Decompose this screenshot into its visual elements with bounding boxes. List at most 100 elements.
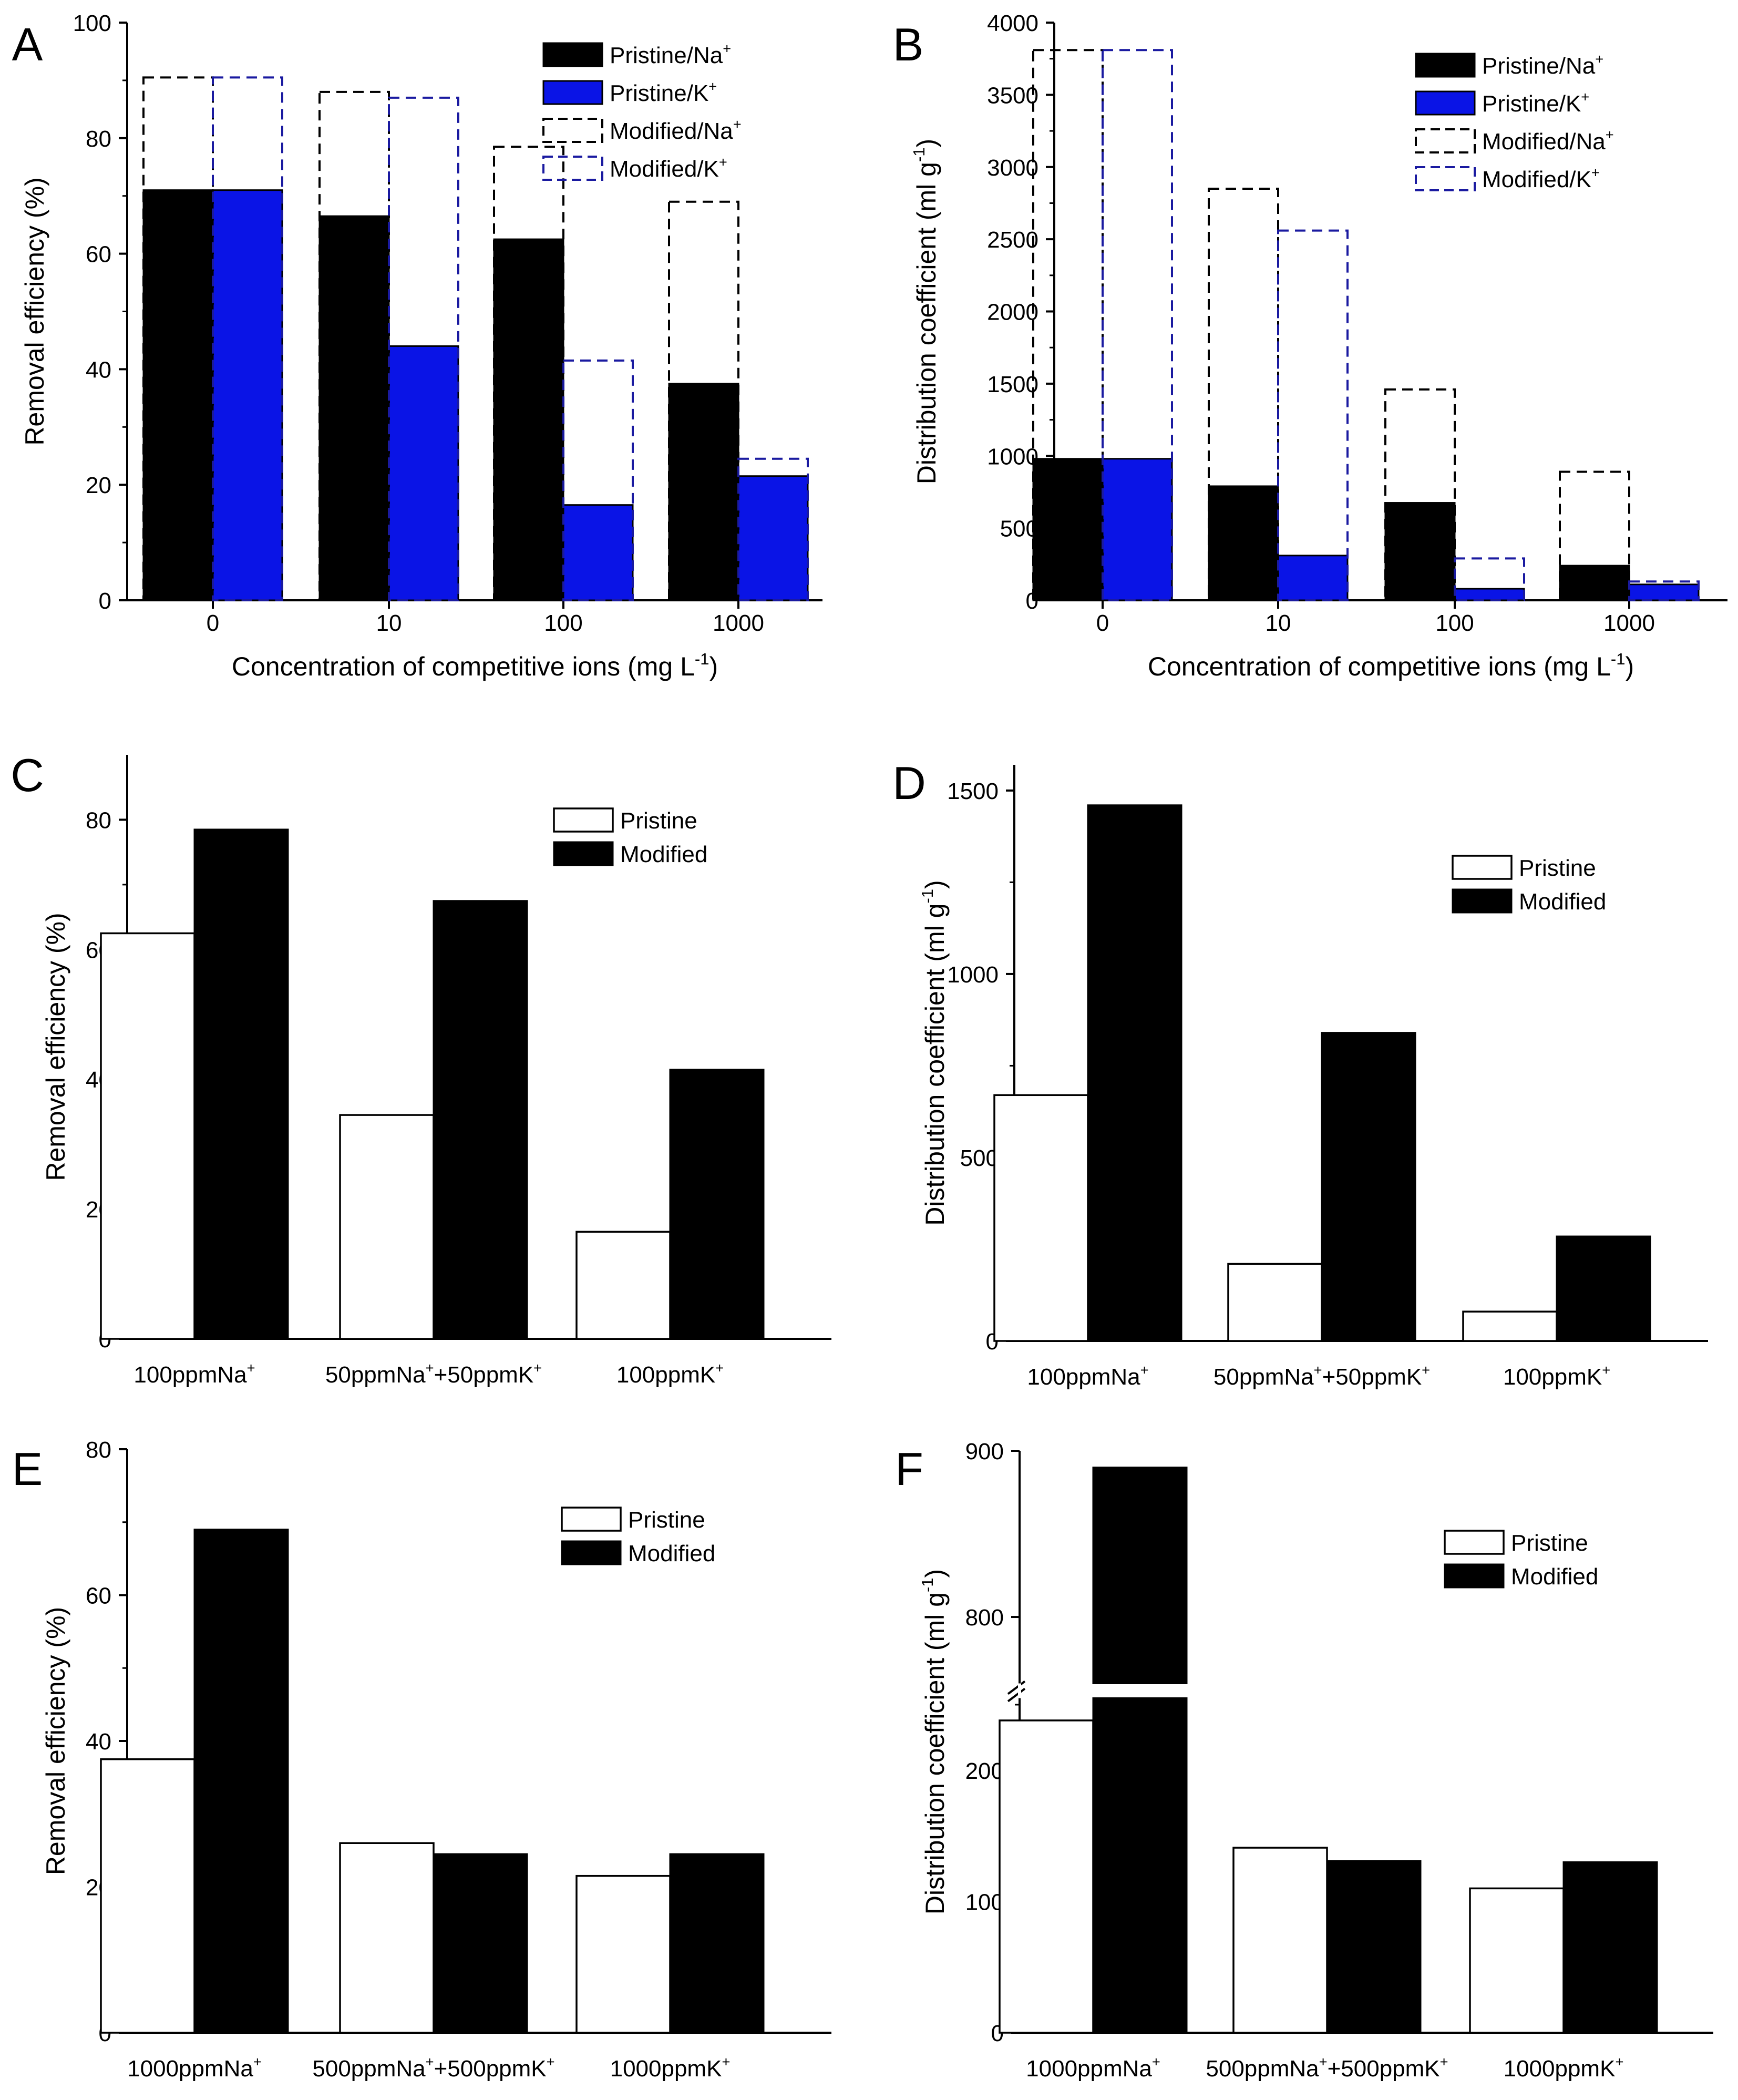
legend-swatch <box>1415 166 1476 191</box>
y-axis-label: Removal efficiency (%) <box>41 1607 70 1875</box>
bar <box>999 1719 1094 2034</box>
y-tick-label: 60 <box>86 1583 111 1609</box>
x-tick-label: 500ppmNa++500ppmK+ <box>1206 2054 1448 2082</box>
y-tick-label: 3500 <box>987 83 1038 108</box>
bar <box>575 1231 671 1340</box>
legend-swatch <box>1415 128 1476 153</box>
bar <box>1469 1887 1565 2034</box>
y-tick-label: 1500 <box>987 372 1038 397</box>
bar <box>388 345 459 601</box>
x-tick-label: 10 <box>376 610 402 636</box>
bar <box>193 828 289 1340</box>
bar <box>142 189 214 601</box>
bar-outline <box>1384 388 1456 601</box>
y-tick-label: 0 <box>99 588 111 614</box>
y-axis-label: Distribution coefficient (ml g-1) <box>918 880 950 1225</box>
bar <box>669 1069 765 1340</box>
x-tick-label: 1000ppmNa+ <box>1026 2054 1160 2082</box>
bar <box>668 383 739 601</box>
y-tick-label: 40 <box>86 1729 111 1755</box>
bar <box>1562 1861 1658 2034</box>
x-tick-label: 10 <box>1266 610 1291 636</box>
panel-letter: F <box>895 1443 923 1495</box>
legend-label: Modified/K+ <box>1482 165 1600 192</box>
y-tick-label: 80 <box>86 807 111 833</box>
bar <box>193 1529 289 2034</box>
bar <box>1454 588 1525 601</box>
y-tick-label: 1000 <box>987 444 1038 469</box>
legend-swatch <box>542 42 603 67</box>
bar <box>1384 502 1456 601</box>
legend: Pristine/Na+ Pristine/K+ Modified/Na+ Modif… <box>542 40 742 182</box>
bar-outline <box>737 457 809 601</box>
bar <box>433 900 528 1340</box>
y-axis-label: Distribution coefficient (ml g-1) <box>918 1569 950 1914</box>
chart-panel-c: C020406080Removal efficiency (%)100ppmNa… <box>11 749 831 1388</box>
bar <box>318 215 390 601</box>
x-axis-label: Concentration of competitive ions (mg L-… <box>232 650 718 681</box>
y-tick-label: 1500 <box>947 778 999 804</box>
legend-label: Modified/K+ <box>610 154 727 182</box>
bar <box>993 1094 1089 1342</box>
legend: Pristine Modified <box>1452 855 1606 915</box>
x-tick-label: 100ppmNa+ <box>133 1360 255 1388</box>
legend-swatch <box>1452 888 1513 914</box>
bar-outline <box>1277 229 1349 601</box>
axis-break-gap <box>1018 1683 1021 1698</box>
y-tick-label: 100 <box>73 11 111 36</box>
bar <box>1208 485 1279 601</box>
bar <box>1092 1467 1188 1684</box>
bar-outline <box>1628 580 1700 601</box>
x-tick-label: 1000 <box>1603 610 1655 636</box>
chart-panel-e: E020406080Removal efficiency (%)1000ppmN… <box>12 1437 831 2082</box>
legend-label: Pristine/K+ <box>610 78 717 106</box>
x-tick-label: 0 <box>207 610 219 636</box>
legend-label: Modified <box>1519 889 1606 915</box>
legend-swatch <box>542 80 603 105</box>
legend-swatch <box>1452 855 1513 880</box>
legend-label: Modified/Na+ <box>610 116 742 144</box>
y-tick-label: 200 <box>965 1758 1004 1784</box>
legend-swatch <box>1415 90 1476 116</box>
x-tick-label: 50ppmNa++50ppmK+ <box>1213 1362 1430 1390</box>
panel-letter: B <box>893 18 924 70</box>
x-tick-label: 100 <box>544 610 582 636</box>
y-tick-label: 60 <box>86 242 111 268</box>
x-tick-label: 100ppmK+ <box>616 1360 724 1388</box>
bar <box>1087 804 1182 1342</box>
bar <box>1277 555 1349 601</box>
legend: Pristine Modified <box>561 1507 715 1566</box>
bar <box>575 1874 671 2034</box>
bar-outline <box>1559 470 1630 601</box>
y-tick-label: 4000 <box>987 11 1038 36</box>
y-tick-label: 80 <box>86 126 111 152</box>
legend-label: Pristine <box>1511 1530 1588 1556</box>
panel-letter: A <box>12 18 43 70</box>
legend: Pristine Modified <box>1444 1530 1598 1590</box>
x-tick-label: 100ppmK+ <box>1503 1362 1610 1390</box>
legend-swatch <box>561 1507 622 1532</box>
bar <box>1092 1697 1188 2034</box>
bar <box>339 1114 435 1340</box>
bar-outline <box>388 96 459 601</box>
legend-label: Pristine/Na+ <box>610 40 731 68</box>
x-tick-label: 1000ppmK+ <box>1504 2054 1624 2082</box>
legend-swatch <box>553 807 614 833</box>
bar <box>100 932 196 1340</box>
x-tick-label: 1000ppmNa+ <box>127 2054 262 2082</box>
y-tick-label: 900 <box>965 1439 1004 1464</box>
bar <box>1321 1032 1416 1342</box>
legend-label: Pristine <box>620 808 697 834</box>
legend-label: Pristine <box>628 1507 705 1533</box>
bar <box>1462 1310 1558 1342</box>
x-tick-label: 100 <box>1435 610 1474 636</box>
y-axis-label: Distribution coefficient (ml g-1) <box>910 139 941 484</box>
x-tick-label: 1000ppmK+ <box>610 2054 731 2082</box>
axis-break-mark <box>1007 1687 1026 1703</box>
bar <box>100 1758 196 2034</box>
bar-outline <box>562 359 634 601</box>
x-tick-label: 500ppmNa++500ppmK+ <box>312 2054 554 2082</box>
bar <box>493 238 564 601</box>
